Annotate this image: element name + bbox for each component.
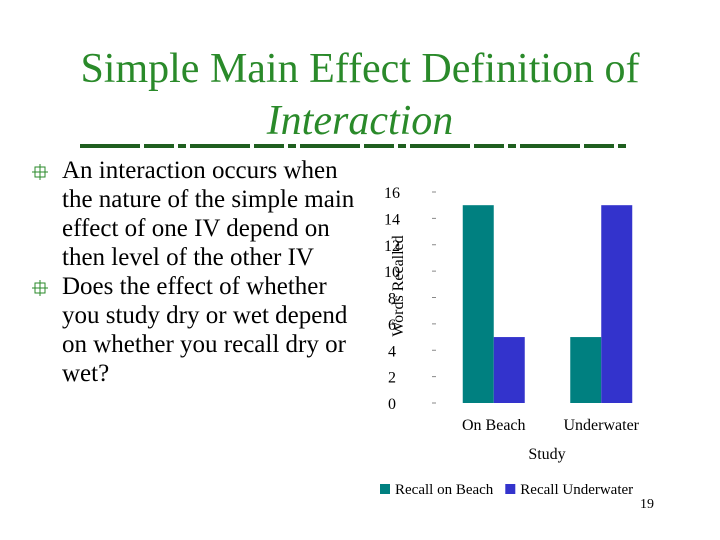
y-tick-label: 14 xyxy=(384,211,400,228)
x-tick-label: Underwater xyxy=(563,417,639,434)
slide-title: Interaction xyxy=(266,98,454,144)
bullet-icon xyxy=(32,280,48,296)
legend-swatch xyxy=(505,484,516,494)
y-tick-label: 8 xyxy=(388,291,396,308)
bar xyxy=(570,337,602,403)
x-axis-label: Study xyxy=(528,446,565,463)
y-tick-label: 10 xyxy=(384,264,400,281)
x-tick-label: On Beach xyxy=(462,417,526,434)
y-tick-label: 6 xyxy=(388,317,396,334)
bullet-item: Does the effect of whether you study dry… xyxy=(32,272,362,388)
bullet-text: An interaction occurs when the nature of… xyxy=(62,157,355,271)
y-tick-label: 4 xyxy=(388,343,396,360)
page-number: 19 xyxy=(640,497,654,512)
y-axis-label: Words Recalled xyxy=(390,235,407,336)
y-tick-label: 16 xyxy=(384,185,400,202)
bullet-text: Does the effect of whether you study dry… xyxy=(62,273,348,387)
bullet-list: An interaction occurs when the nature of… xyxy=(32,156,362,388)
bullet-item: An interaction occurs when the nature of… xyxy=(32,156,362,272)
bullet-icon xyxy=(32,164,48,180)
y-tick-label: 2 xyxy=(388,370,396,387)
legend-swatch xyxy=(380,484,390,494)
slide-title: Simple Main Effect Definition of xyxy=(80,46,640,92)
y-tick-label: 0 xyxy=(388,396,396,413)
legend-label: Recall Underwater xyxy=(520,482,633,498)
bar xyxy=(462,205,494,403)
bar xyxy=(601,205,633,403)
y-tick-label: 12 xyxy=(384,238,400,255)
legend-label: Recall on Beach xyxy=(395,482,494,498)
bar xyxy=(493,337,525,403)
